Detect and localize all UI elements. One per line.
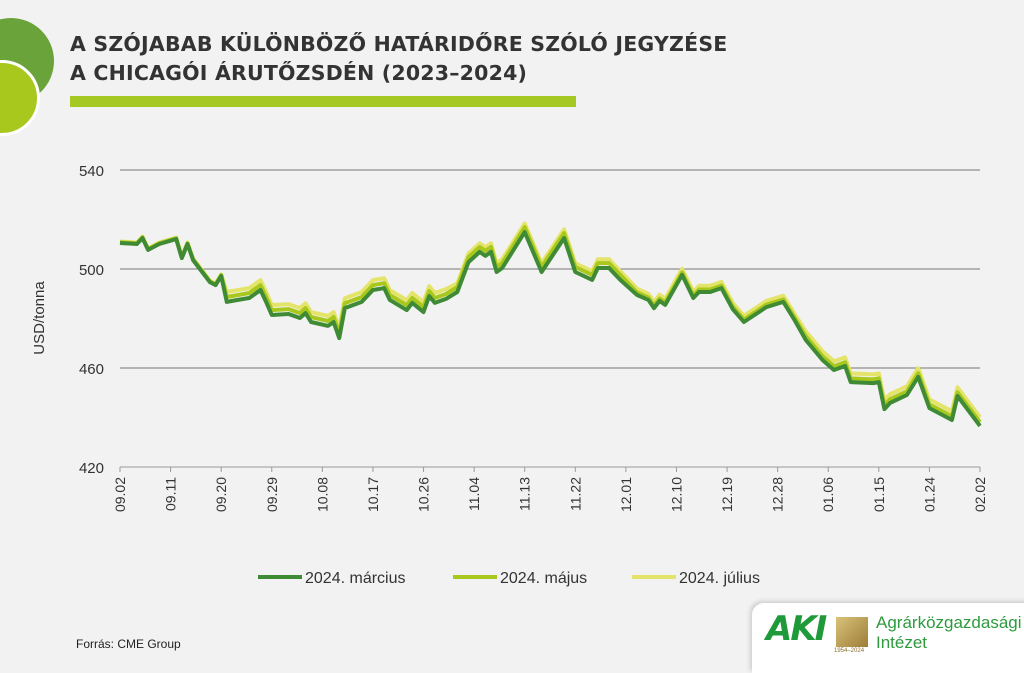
- x-tick-label: 12.01: [618, 477, 634, 512]
- x-tick-label: 01.15: [871, 477, 887, 512]
- x-tick-label: 10.26: [416, 477, 432, 512]
- x-tick-label: 12.10: [668, 477, 684, 512]
- logo-panel: [752, 603, 1024, 673]
- x-tick-label: 09.02: [112, 477, 128, 512]
- y-tick-label: 460: [79, 361, 104, 378]
- x-tick-label: 09.29: [264, 477, 280, 512]
- series-line-2024-m-rcius: [119, 230, 982, 428]
- x-tick-label: 11.04: [466, 477, 482, 511]
- y-tick-label: 500: [79, 262, 104, 279]
- source-note: Forrás: CME Group: [76, 637, 181, 651]
- legend-label: 2024. május: [500, 570, 587, 587]
- x-tick-label: 11.22: [567, 477, 583, 511]
- chart-title: A SZÓJABAB KÜLÖNBÖZŐ HATÁRIDŐRE SZÓLÓ JE…: [70, 30, 727, 88]
- title-line-2: A CHICAGÓI ÁRUTŐZSDÉN (2023–2024): [70, 61, 528, 85]
- y-tick-label: 420: [79, 460, 104, 477]
- x-tick-label: 09.20: [213, 477, 229, 512]
- series-line-2024-j-lius: [119, 221, 982, 419]
- y-tick-label: 540: [79, 163, 104, 180]
- series-line-2024-m-jus: [119, 225, 982, 424]
- x-tick-label: 12.28: [770, 477, 786, 512]
- title-underline-bar: [70, 96, 576, 107]
- x-tick-label: 01.06: [820, 477, 836, 512]
- institute-line-1: Agrárközgazdasági: [876, 613, 1022, 632]
- title-line-1: A SZÓJABAB KÜLÖNBÖZŐ HATÁRIDŐRE SZÓLÓ JE…: [70, 32, 728, 56]
- x-tick-label: 11.13: [517, 477, 533, 511]
- institute-name: Agrárközgazdasági Intézet: [876, 613, 1022, 653]
- x-tick-label: 10.17: [365, 477, 381, 512]
- aki-logo: AKI: [766, 609, 827, 649]
- x-tick-label: 01.24: [921, 477, 937, 512]
- x-tick-label: 02.02: [972, 477, 988, 512]
- anniversary-seal-icon: [836, 617, 868, 647]
- y-axis-label: USD/tonna: [31, 281, 48, 355]
- legend-label: 2024. március: [305, 570, 406, 587]
- logo-years: 1954–2024: [834, 648, 865, 654]
- institute-line-2: Intézet: [876, 633, 928, 652]
- x-tick-label: 09.11: [163, 477, 179, 511]
- x-tick-label: 10.08: [314, 477, 330, 512]
- x-tick-label: 12.19: [719, 477, 735, 512]
- legend-label: 2024. július: [679, 570, 760, 587]
